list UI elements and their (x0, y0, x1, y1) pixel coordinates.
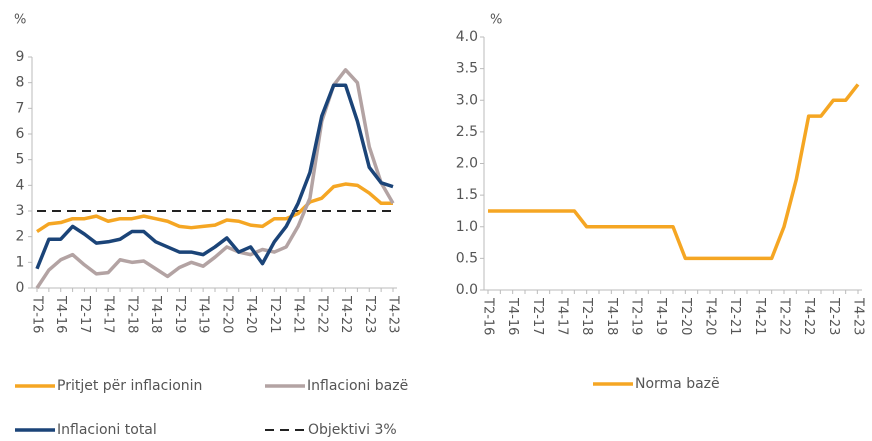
y-axis-unit: % (14, 13, 26, 28)
x-tick-label: T4-22 (801, 297, 816, 335)
x-tick-label: T2-19 (172, 295, 187, 333)
y-tick-label: 3.0 (456, 92, 478, 108)
x-tick-label: T4-16 (505, 297, 520, 335)
y-tick-label: 5 (16, 152, 25, 168)
x-tick-label: T4-19 (653, 297, 668, 335)
y-tick-label: 4 (16, 177, 25, 193)
y-tick-label: 6 (16, 126, 25, 142)
x-tick-label: T4-20 (243, 295, 258, 333)
x-tick-label: T4-20 (703, 297, 718, 335)
y-tick-label: 1 (16, 254, 25, 270)
y-tick-label: 3 (16, 203, 25, 219)
series-line (35, 83, 394, 270)
x-tick-label: T2-21 (267, 295, 282, 333)
x-tick-label: T2-21 (727, 297, 742, 335)
y-tick-label: 7 (16, 100, 25, 116)
x-tick-label: T4-17 (555, 297, 570, 335)
x-tick-label: T2-16 (481, 297, 496, 335)
x-tick-label: T2-18 (579, 297, 594, 335)
x-tick-label: T4-21 (752, 297, 767, 335)
x-tick-label: T2-22 (314, 295, 329, 333)
x-tick-label: T2-20 (678, 297, 693, 335)
x-tick-label: T2-16 (30, 295, 45, 333)
x-tick-label: T2-22 (777, 297, 792, 335)
y-tick-label: 9 (16, 49, 25, 65)
legend-label: Inflacioni total (57, 422, 157, 438)
x-tick-label: T4-22 (338, 295, 353, 333)
x-tick-label: T4-23 (386, 295, 401, 333)
x-tick-label: T2-19 (629, 297, 644, 335)
x-tick-label: T2-23 (362, 295, 377, 333)
x-tick-label: T2-18 (124, 295, 139, 333)
legend-label: Inflacioni bazë (307, 378, 408, 394)
x-tick-label: T4-21 (291, 295, 306, 333)
x-tick-label: T2-17 (530, 297, 545, 335)
y-tick-label: 4.0 (456, 29, 478, 45)
x-tick-label: T4-23 (851, 297, 866, 335)
legend-label: Pritjet për inflacionin (57, 378, 202, 394)
y-tick-label: 3.5 (456, 61, 478, 77)
legend-label: Norma bazë (635, 376, 720, 392)
x-tick-label: T4-19 (196, 295, 211, 333)
x-tick-label: T4-18 (604, 297, 619, 335)
y-axis-unit: % (490, 13, 502, 28)
y-tick-label: 0.5 (456, 250, 478, 266)
y-tick-label: 0 (16, 280, 25, 296)
legend-label: Objektivi 3% (308, 422, 397, 438)
x-tick-label: T2-20 (219, 295, 234, 333)
y-tick-label: 2.5 (456, 124, 478, 140)
y-tick-label: 0.0 (456, 282, 478, 298)
y-tick-label: 2 (16, 229, 25, 245)
series-line (35, 68, 395, 289)
y-tick-label: 2.0 (456, 156, 478, 172)
y-tick-label: 8 (16, 75, 25, 91)
x-tick-label: T2-23 (826, 297, 841, 335)
x-tick-label: T4-17 (101, 295, 116, 333)
y-tick-label: 1.0 (456, 219, 478, 235)
x-tick-label: T4-16 (53, 295, 68, 333)
x-tick-label: T4-18 (148, 295, 163, 333)
series-line (488, 83, 860, 261)
series-line (36, 182, 393, 234)
x-tick-label: T2-17 (77, 295, 92, 333)
y-tick-label: 1.5 (456, 187, 478, 203)
